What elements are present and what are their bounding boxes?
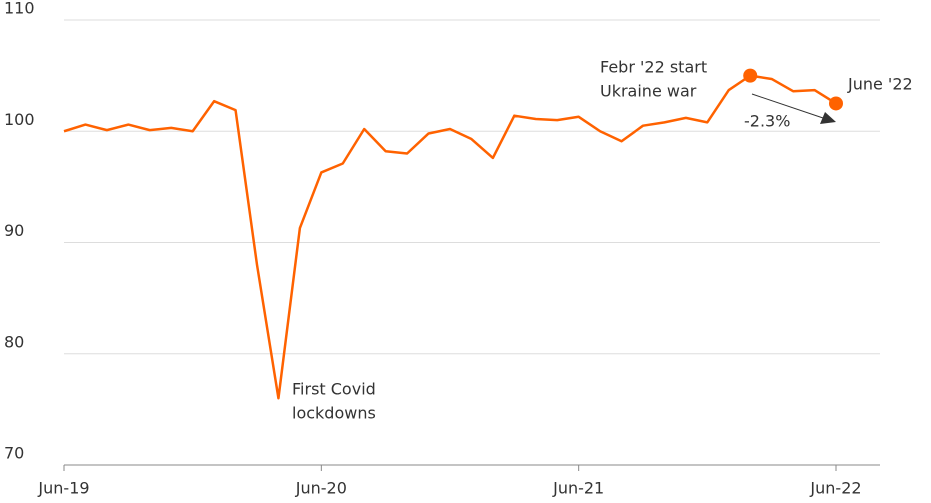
point-marker — [829, 96, 843, 111]
y-tick-label: 110 — [4, 0, 35, 18]
y-tick-label: 70 — [4, 444, 24, 463]
annotation: -2.3% — [744, 112, 790, 131]
annotation-arrow — [751, 93, 827, 120]
annotation: June '22 — [847, 75, 913, 94]
x-tick-label: Jun-19 — [37, 479, 89, 498]
y-tick-label: 80 — [4, 332, 24, 351]
x-tick-label: Jun-21 — [552, 479, 604, 498]
y-tick-label: 90 — [4, 221, 24, 240]
annotation: First Covid — [292, 380, 376, 399]
annotation: Febr '22 start — [600, 58, 707, 77]
point-marker — [743, 68, 758, 83]
y-tick-label: 100 — [4, 110, 35, 129]
annotation: lockdowns — [292, 404, 376, 423]
annotation: Ukraine war — [600, 82, 697, 101]
arrow-head — [820, 112, 836, 124]
x-tick-label: Jun-20 — [295, 479, 347, 498]
series-line — [63, 74, 837, 400]
x-tick-label: Jun-22 — [809, 479, 861, 498]
